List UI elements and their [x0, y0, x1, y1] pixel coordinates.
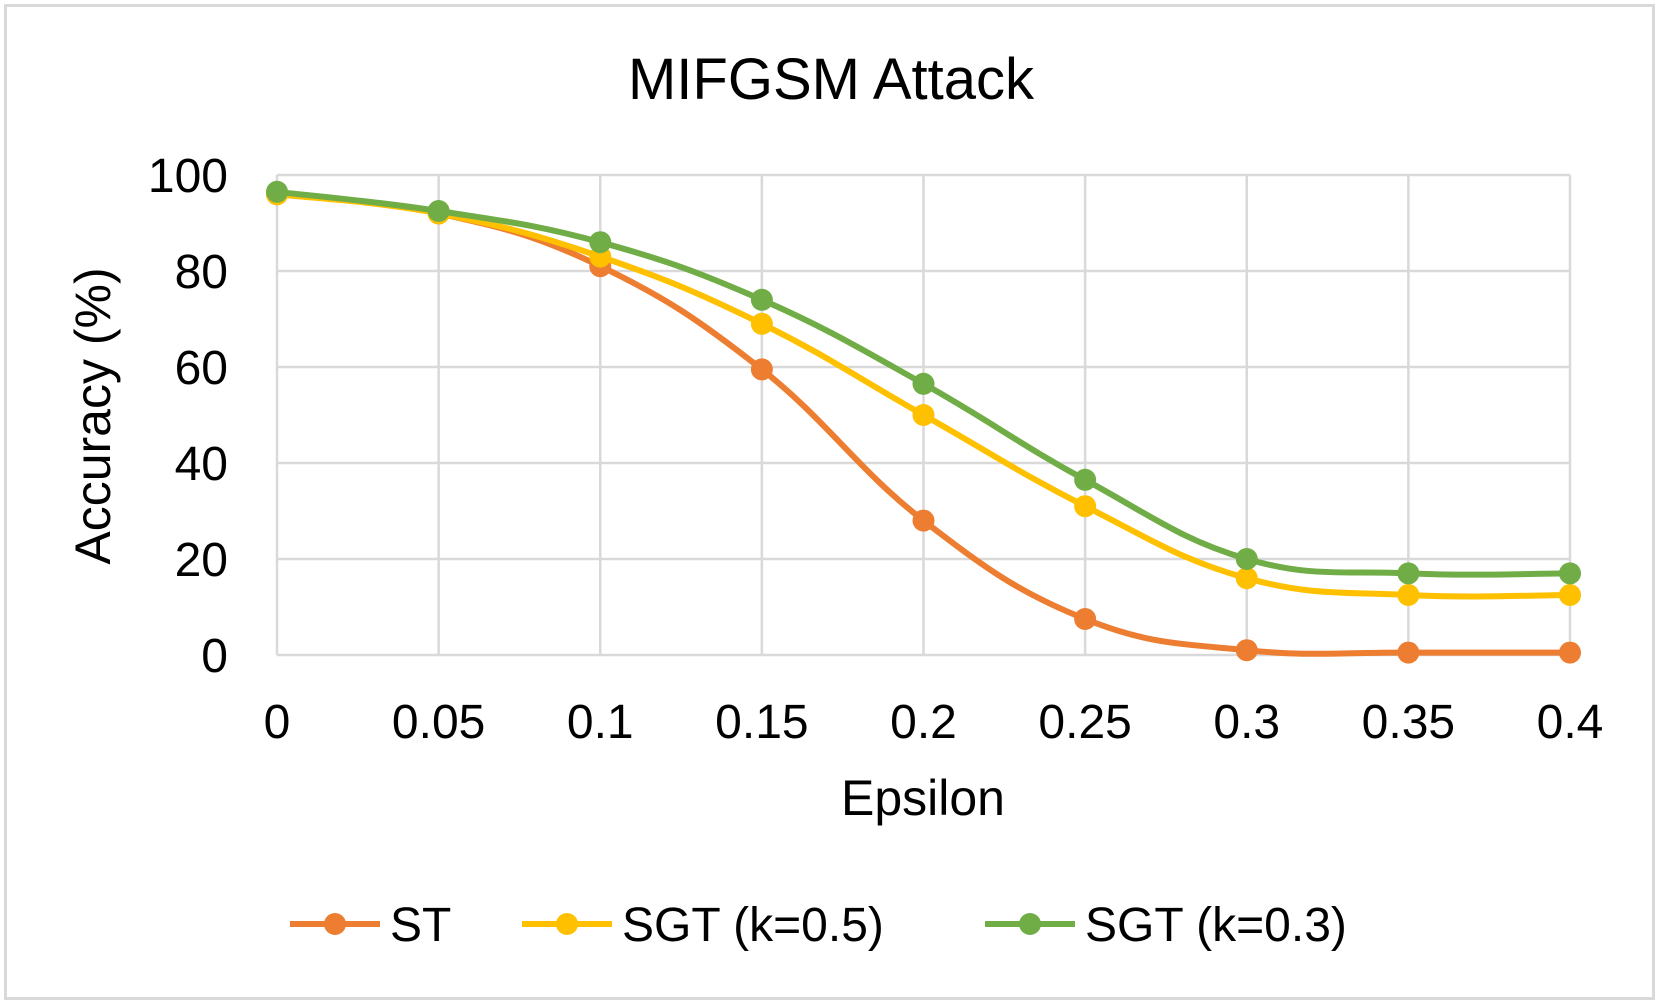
data-point — [912, 404, 935, 426]
data-point — [1235, 567, 1258, 590]
legend-item: SGT (k=0.3) — [985, 899, 1347, 952]
y-axis-ticks: 0 20 40 60 80 100 — [148, 150, 228, 683]
chart-frame — [4, 4, 1655, 1000]
y-tick-label: 20 — [175, 534, 228, 587]
data-point — [912, 372, 935, 395]
data-point — [1397, 584, 1420, 606]
data-point — [266, 180, 288, 203]
legend-label: SGT (k=0.5) — [622, 899, 884, 952]
x-tick-label: 0.25 — [1038, 696, 1131, 749]
series-lines — [266, 180, 1581, 664]
data-point — [912, 509, 935, 532]
y-tick-label: 0 — [201, 630, 228, 683]
legend-item: SGT (k=0.5) — [522, 899, 884, 952]
y-tick-label: 40 — [175, 438, 228, 491]
x-tick-label: 0.4 — [1537, 696, 1604, 749]
legend-label: ST — [390, 899, 451, 952]
data-point — [589, 231, 612, 254]
legend-swatch-marker — [324, 913, 346, 935]
x-tick-label: 0.2 — [890, 696, 957, 749]
x-tick-label: 0 — [264, 696, 291, 749]
data-point — [1074, 468, 1097, 491]
y-tick-label: 80 — [175, 246, 228, 299]
data-point — [1559, 641, 1581, 664]
data-point — [1559, 584, 1581, 606]
x-tick-label: 0.35 — [1362, 696, 1455, 749]
x-tick-label: 0.05 — [392, 696, 485, 749]
data-point — [1397, 562, 1420, 585]
legend-swatch-marker — [556, 913, 578, 935]
data-point — [1559, 562, 1581, 585]
x-tick-label: 0.1 — [567, 696, 634, 749]
data-point — [750, 358, 773, 381]
data-point — [1235, 548, 1258, 570]
x-tick-label: 0.15 — [715, 696, 808, 749]
legend: ST SGT (k=0.5) SGT (k=0.3) — [290, 899, 1347, 952]
x-axis-label: Epsilon — [841, 770, 1005, 826]
legend-label: SGT (k=0.3) — [1085, 899, 1347, 952]
data-point — [750, 312, 773, 335]
x-axis-ticks: 0 0.05 0.1 0.15 0.2 0.25 0.3 0.35 0.4 — [264, 696, 1604, 749]
series-sgt-k-0-3- — [266, 180, 1581, 585]
legend-swatch-marker — [1019, 913, 1041, 935]
chart-title: MIFGSM Attack — [628, 47, 1035, 112]
data-point — [1074, 608, 1097, 630]
y-tick-label: 60 — [175, 342, 228, 395]
x-tick-label: 0.3 — [1213, 696, 1280, 749]
data-point — [1235, 639, 1258, 662]
data-point — [427, 200, 450, 222]
legend-item: ST — [290, 899, 451, 952]
data-point — [1397, 641, 1420, 664]
y-axis-label: Accuracy (%) — [65, 267, 121, 564]
y-tick-label: 100 — [148, 150, 228, 203]
data-point — [1074, 495, 1097, 518]
data-point — [750, 288, 773, 311]
